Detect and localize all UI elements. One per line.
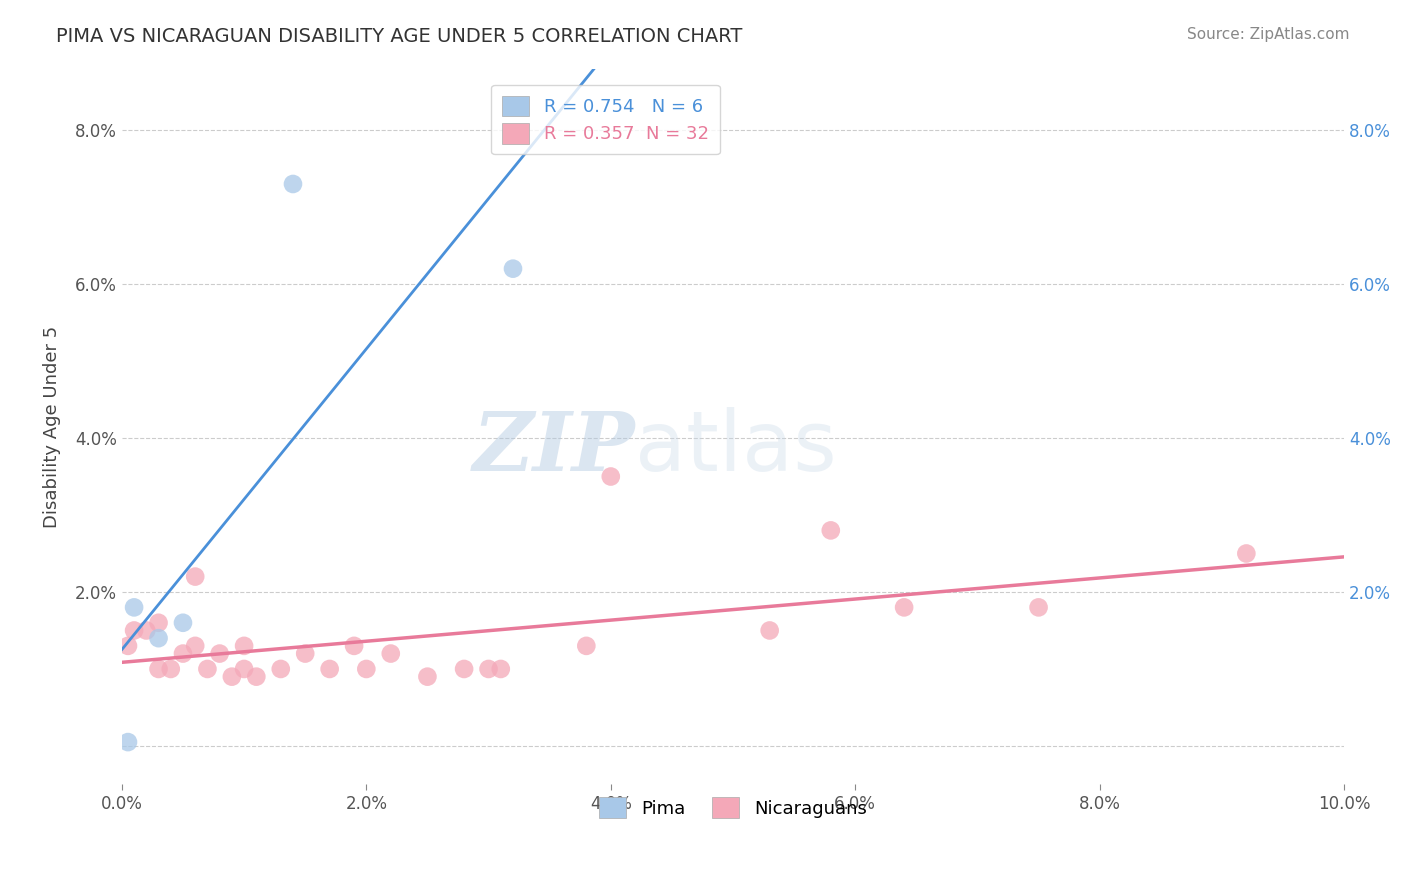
Point xyxy=(148,615,170,630)
Point xyxy=(135,624,157,638)
Point xyxy=(502,261,524,276)
Point xyxy=(172,615,194,630)
Point xyxy=(453,662,475,676)
Point xyxy=(489,662,512,676)
Point xyxy=(270,662,292,676)
Point xyxy=(221,670,243,684)
Point xyxy=(294,647,316,661)
Point xyxy=(117,639,139,653)
Point xyxy=(184,639,207,653)
Point xyxy=(893,600,915,615)
Point xyxy=(122,624,145,638)
Point xyxy=(148,631,170,645)
Point xyxy=(380,647,402,661)
Point xyxy=(117,735,139,749)
Point xyxy=(122,600,145,615)
Text: ZIP: ZIP xyxy=(472,408,636,488)
Text: Source: ZipAtlas.com: Source: ZipAtlas.com xyxy=(1187,27,1350,42)
Point xyxy=(1234,547,1257,561)
Point xyxy=(1028,600,1050,615)
Text: PIMA VS NICARAGUAN DISABILITY AGE UNDER 5 CORRELATION CHART: PIMA VS NICARAGUAN DISABILITY AGE UNDER … xyxy=(56,27,742,45)
Point xyxy=(356,662,378,676)
Legend: Pima, Nicaraguans: Pima, Nicaraguans xyxy=(592,790,875,825)
Point xyxy=(758,624,780,638)
Point xyxy=(318,662,340,676)
Point xyxy=(477,662,499,676)
Point xyxy=(575,639,598,653)
Point xyxy=(281,177,304,191)
Point xyxy=(820,524,842,538)
Text: atlas: atlas xyxy=(636,408,837,489)
Y-axis label: Disability Age Under 5: Disability Age Under 5 xyxy=(44,326,60,527)
Point xyxy=(159,662,181,676)
Point xyxy=(197,662,219,676)
Point xyxy=(343,639,366,653)
Point xyxy=(184,569,207,583)
Point xyxy=(245,670,267,684)
Point xyxy=(208,647,231,661)
Point xyxy=(148,662,170,676)
Point xyxy=(172,647,194,661)
Point xyxy=(233,639,256,653)
Point xyxy=(233,662,256,676)
Point xyxy=(599,469,621,483)
Point xyxy=(416,670,439,684)
